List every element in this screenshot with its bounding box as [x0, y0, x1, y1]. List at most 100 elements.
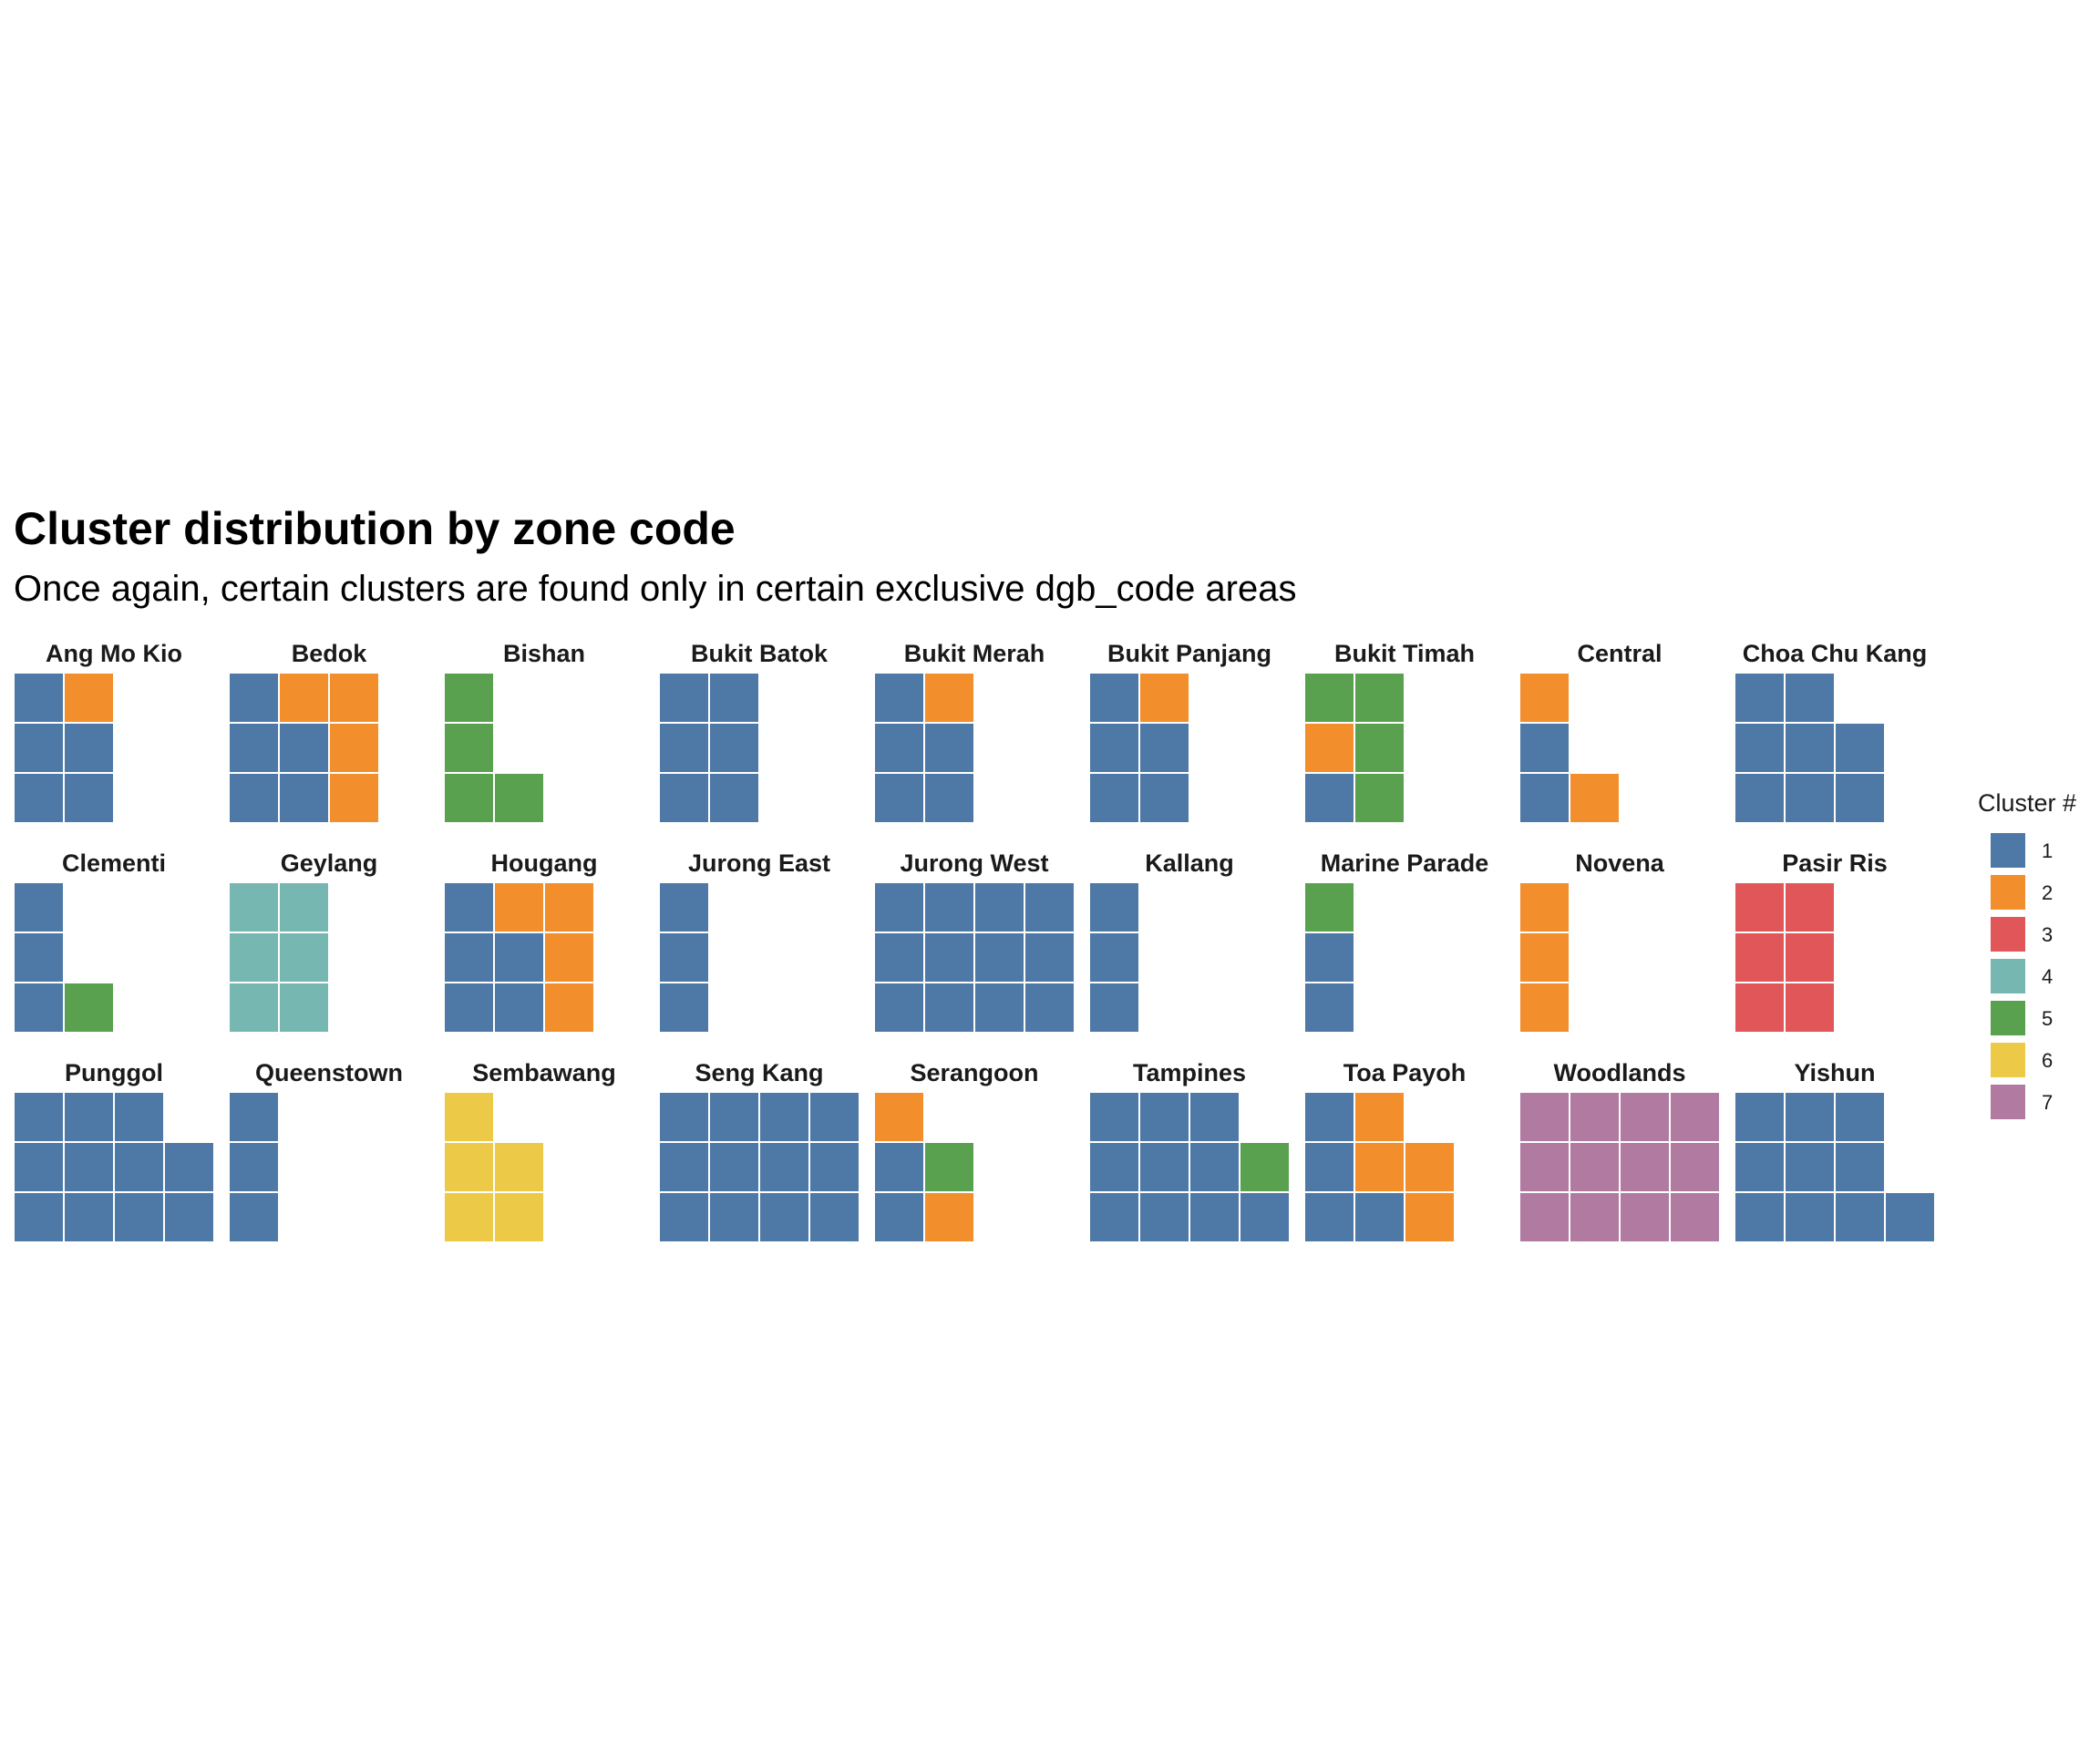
- waffle-tile: [1734, 982, 1786, 1034]
- waffle-tile: [1138, 772, 1190, 824]
- waffle-tile: [873, 672, 925, 724]
- waffle-tile: [1088, 722, 1140, 774]
- facet-panel: Bukit Batok: [658, 640, 829, 824]
- facet-panel: Bukit Timah: [1303, 640, 1475, 824]
- waffle-tile: [1354, 1141, 1405, 1193]
- legend-label: 6: [2042, 1049, 2053, 1072]
- panel-title: Toa Payoh: [1343, 1059, 1467, 1086]
- waffle-tile: [13, 722, 65, 774]
- waffle-tile: [278, 881, 330, 933]
- waffle-tile: [328, 722, 380, 774]
- panel-title: Kallang: [1145, 849, 1234, 877]
- waffle-tile: [1619, 1141, 1671, 1193]
- waffle-tile: [708, 772, 760, 824]
- waffle-tile: [1024, 982, 1076, 1034]
- legend-label: 4: [2042, 965, 2053, 988]
- facet-panel: Yishun: [1734, 1059, 1936, 1243]
- waffle-tile: [443, 672, 495, 724]
- waffle-tile: [1734, 772, 1786, 824]
- facet-panel: Geylang: [228, 849, 377, 1034]
- waffle-tile: [1088, 772, 1140, 824]
- waffle-tile: [1138, 672, 1190, 724]
- waffle-tile: [1669, 1141, 1721, 1193]
- waffle-tile: [658, 1091, 710, 1143]
- waffle-tile: [328, 672, 380, 724]
- legend-title: Cluster #: [1978, 789, 2076, 817]
- panel-title: Serangoon: [910, 1059, 1038, 1086]
- waffle-tile: [1024, 932, 1076, 983]
- waffle-tile: [1834, 772, 1886, 824]
- waffle-tile: [1354, 672, 1405, 724]
- facet-panel: Serangoon: [873, 1059, 1039, 1243]
- facet-panel: Central: [1518, 640, 1662, 824]
- waffle-tile: [1669, 1191, 1721, 1243]
- waffle-tile: [113, 1091, 165, 1143]
- facet-panel: Bukit Panjang: [1088, 640, 1271, 824]
- legend: Cluster # 1 2 3 4 5 6 7: [1978, 789, 2076, 1119]
- waffle-tile: [278, 932, 330, 983]
- panel-title: Sembawang: [472, 1059, 616, 1086]
- facet-panel: Novena: [1518, 849, 1665, 1034]
- panel-title: Bishan: [503, 640, 585, 667]
- waffle-tile: [873, 1191, 925, 1243]
- waffle-tile: [228, 982, 280, 1034]
- waffle-tile: [1784, 1191, 1836, 1243]
- panel-title: Marine Parade: [1321, 849, 1489, 877]
- waffle-tile: [708, 1191, 760, 1243]
- waffle-tile: [923, 722, 975, 774]
- panel-title: Hougang: [491, 849, 598, 877]
- waffle-tile: [1518, 1141, 1570, 1193]
- waffle-tile: [1354, 722, 1405, 774]
- panel-title: Clementi: [62, 849, 166, 877]
- waffle-tile: [808, 1191, 860, 1243]
- waffle-tile: [278, 722, 330, 774]
- waffle-tile: [1404, 1191, 1456, 1243]
- waffle-tile: [1303, 1141, 1355, 1193]
- waffle-tile: [13, 672, 65, 724]
- waffle-tile: [758, 1141, 810, 1193]
- waffle-tile: [278, 982, 330, 1034]
- facet-panel: Bedok: [228, 640, 380, 824]
- waffle-tile: [443, 982, 495, 1034]
- waffle-tile: [328, 772, 380, 824]
- waffle-tile: [1303, 881, 1355, 933]
- legend-swatch: [1991, 875, 2025, 910]
- waffle-tile: [658, 772, 710, 824]
- waffle-tile: [13, 1091, 65, 1143]
- waffle-tile: [658, 722, 710, 774]
- waffle-tile: [658, 672, 710, 724]
- waffle-tile: [923, 1141, 975, 1193]
- panel-title: Novena: [1575, 849, 1665, 877]
- waffle-tile: [543, 982, 595, 1034]
- waffle-tile: [1189, 1141, 1240, 1193]
- waffle-tile: [973, 932, 1025, 983]
- waffle-tile: [1303, 672, 1355, 724]
- waffle-tile: [658, 1141, 710, 1193]
- facet-panel: Seng Kang: [658, 1059, 860, 1243]
- waffle-tile: [1834, 1191, 1886, 1243]
- waffle-tile: [493, 932, 545, 983]
- waffle-tile: [13, 1141, 65, 1193]
- facet-panel: Clementi: [13, 849, 166, 1034]
- legend-swatch: [1991, 959, 2025, 993]
- facet-panel: Sembawang: [443, 1059, 616, 1243]
- waffle-tile: [1619, 1091, 1671, 1143]
- waffle-tile: [1303, 982, 1355, 1034]
- waffle-tile: [658, 982, 710, 1034]
- waffle-tile: [1834, 722, 1886, 774]
- waffle-tile: [658, 881, 710, 933]
- waffle-tile: [1569, 1141, 1621, 1193]
- waffle-tile: [278, 772, 330, 824]
- waffle-tile: [63, 1091, 115, 1143]
- panel-title: Yishun: [1794, 1059, 1875, 1086]
- waffle-tile: [443, 1191, 495, 1243]
- waffle-tile: [923, 982, 975, 1034]
- waffle-tile: [1088, 932, 1140, 983]
- panel-title: Bedok: [292, 640, 368, 667]
- waffle-tile: [1834, 1091, 1886, 1143]
- waffle-tile: [1239, 1191, 1291, 1243]
- waffle-tile: [228, 1091, 280, 1143]
- waffle-tile: [13, 982, 65, 1034]
- facet-panel: Choa Chu Kang: [1734, 640, 1927, 824]
- panel-title: Queenstown: [255, 1059, 403, 1086]
